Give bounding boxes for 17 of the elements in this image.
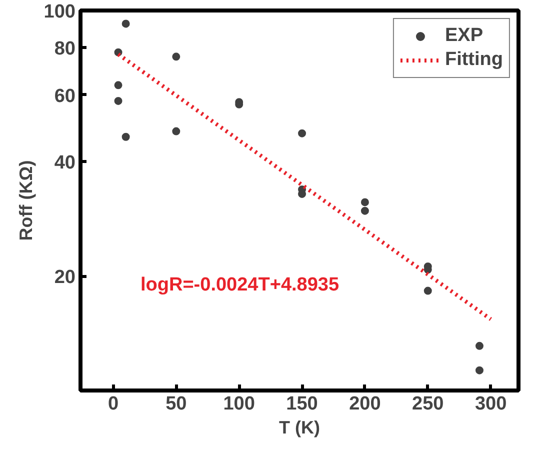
x-tick-label: 100 (223, 394, 255, 414)
y-tick-label: 20 (54, 267, 76, 288)
y-axis-title: Roff (KΩ) (16, 160, 36, 241)
legend-label: Fitting (444, 49, 503, 71)
y-tick-label: 80 (54, 38, 76, 60)
x-tick-label: 200 (349, 394, 381, 414)
legend-label: EXP (444, 25, 483, 47)
annotation: logR=-0.0024T+4.8935 (140, 274, 340, 296)
x-tick-label: 0 (108, 394, 119, 414)
y-tick-label: 100 (44, 2, 76, 22)
x-tick-label: 150 (286, 394, 318, 414)
x-axis-title: T (K) (279, 418, 320, 438)
x-tick-label: 300 (474, 394, 507, 414)
y-tick-label: 60 (54, 86, 76, 107)
x-tick-label: 50 (166, 394, 187, 414)
y-tick-label: 40 (54, 152, 76, 174)
x-tick-label: 250 (412, 394, 444, 414)
